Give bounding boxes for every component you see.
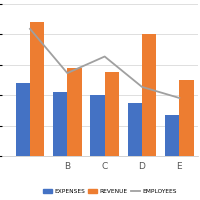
Bar [179, 80, 194, 156]
Bar [105, 72, 119, 156]
Bar [67, 68, 82, 156]
Bar [128, 103, 142, 156]
Bar [16, 83, 30, 156]
Bar [53, 92, 67, 156]
Bar [142, 34, 156, 156]
Bar [165, 115, 179, 156]
Legend: EXPENSES, REVENUE, EMPLOYEES: EXPENSES, REVENUE, EMPLOYEES [41, 186, 179, 196]
Bar [30, 22, 44, 156]
Bar [90, 95, 105, 156]
